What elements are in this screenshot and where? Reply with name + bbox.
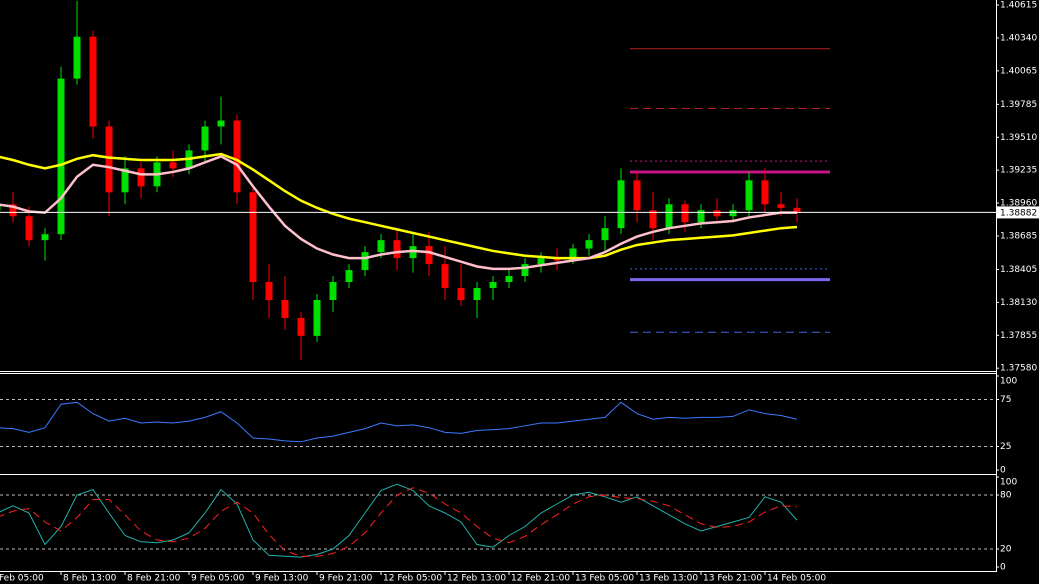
x-tick-label: 8 Feb 21:00 [127,574,181,584]
candle-body [265,282,273,300]
y-tick-label: 1.38685 [1000,231,1037,241]
y-tick-label: 1.39235 [1000,166,1037,176]
y-tick-label: 1.38960 [1000,199,1037,209]
x-tick-label: 13 Feb 13:00 [639,574,698,584]
candle-body [505,276,513,283]
indicator-line [0,483,798,558]
y-tick-label: 1.39785 [1000,100,1037,110]
candle-body [793,207,801,213]
y-tick-label: 1.37580 [1000,364,1037,374]
candle-body [473,288,481,300]
y-tick-label: 1.38405 [1000,265,1037,275]
candle-body [25,216,33,241]
candle-body [457,288,465,300]
y-tick-label: 1.40615 [1000,1,1037,11]
y-tick-label: 75 [1000,395,1011,405]
y-tick-label: 25 [1000,442,1011,452]
indicator-line [0,487,798,557]
candle-body [377,240,385,253]
candle-body [201,126,209,151]
y-tick-label: 1.39510 [1000,133,1037,143]
x-tick-label: 12 Feb 13:00 [447,574,506,584]
candle-body [9,204,17,217]
current-price-box [997,206,1039,219]
candle-body [105,126,113,193]
candle-body [633,180,641,211]
x-tick-label: 8 Feb 13:00 [63,574,117,584]
candle-body [537,258,545,265]
x-tick-label: 9 Feb 21:00 [319,574,373,584]
y-tick-label: 100 [1000,478,1017,488]
y-tick-label: 1.37855 [1000,331,1037,341]
candle-body [729,210,737,217]
candle-body [169,162,177,169]
candle-body [585,240,593,249]
current-price-label: 1.38882 [1000,208,1037,218]
candle-body [569,248,577,261]
candle-body [665,204,673,229]
candle-body [345,270,353,283]
candle-body [713,210,721,217]
candle-body [441,264,449,289]
candle-body [745,180,753,211]
candle-body [393,240,401,259]
candle-body [57,78,65,235]
y-tick-label: 1.40065 [1000,66,1037,76]
candle-body [361,252,369,271]
candle-body [41,234,49,241]
x-tick-label: 9 Feb 13:00 [255,574,309,584]
candle-body [617,180,625,229]
candle-body [121,168,129,193]
y-tick-label: 0 [1000,563,1006,573]
x-tick-label: Feb 05:00 [0,574,44,584]
candle-body [761,180,769,205]
y-tick-label: 20 [1000,545,1012,555]
candle-body [601,228,609,241]
candle-body [681,204,689,223]
candle-body [697,210,705,223]
y-tick-label: 100 [1000,377,1017,387]
y-tick-label: 1.38130 [1000,298,1037,308]
candle-body [425,246,433,265]
x-tick-label: 12 Feb 21:00 [511,574,570,584]
x-tick-label: 9 Feb 05:00 [191,574,245,584]
moving-average [0,152,798,260]
y-tick-label: 1.40340 [1000,33,1037,43]
indicator-line [0,401,798,443]
candle-body [233,120,241,193]
candle-body [313,299,321,336]
candle-body [297,317,305,336]
x-tick-label: 13 Feb 05:00 [575,574,634,584]
candle-body [137,168,145,187]
x-tick-label: 13 Feb 21:00 [703,574,762,584]
candle-body [489,282,497,289]
candle-body [329,282,337,300]
y-tick-label: 0 [1000,466,1006,476]
candle-body [0,204,1,211]
candle-body [649,210,657,229]
candle-body [249,192,257,283]
candle-body [89,36,97,127]
candle-body [521,264,529,277]
x-tick-label: 12 Feb 05:00 [383,574,442,584]
y-tick-label: 80 [1000,491,1012,501]
moving-average [0,155,797,271]
candle-body [777,204,785,208]
candle-body [217,120,225,127]
candle-body [281,299,289,318]
x-tick-label: 14 Feb 05:00 [767,574,826,584]
candle-body [73,36,81,79]
